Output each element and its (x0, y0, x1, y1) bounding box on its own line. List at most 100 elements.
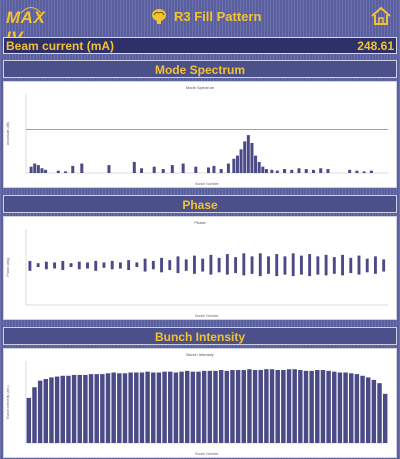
bunch-intensity-bar (213, 370, 218, 443)
bunch-intensity-bar (292, 369, 297, 443)
page-title: R3 Fill Pattern (174, 8, 262, 24)
bunch-intensity-bar (224, 370, 230, 443)
mode-spectrum-bar (235, 155, 239, 173)
mode-spectrum-bar (29, 166, 33, 173)
bunch-intensity-bar (343, 372, 348, 443)
bunch-intensity-bar (32, 387, 37, 443)
phase-bar (225, 254, 229, 275)
mode-spectrum-bar (264, 169, 268, 173)
mode-spectrum-plot[interactable]: Mode Spectrum Bunch Number Amplitude (dB) (3, 81, 397, 188)
mode-spectrum-bar (257, 161, 261, 173)
x-axis-label: Bunch Number (195, 182, 219, 186)
phase-bar (193, 255, 196, 274)
phase-bar (127, 260, 131, 271)
phase-bar (299, 255, 303, 275)
chart-title: Phase (194, 220, 206, 225)
bunch-intensity-bar (184, 370, 190, 443)
brain-icon (152, 9, 166, 24)
mode-spectrum-bar (311, 169, 315, 173)
bunch-intensity-bar (105, 373, 111, 443)
phase-bar (242, 253, 246, 276)
phase-bar (324, 254, 328, 276)
beam-current-label: Beam current (mA) (6, 39, 115, 53)
bunch-intensity-bar (139, 372, 145, 443)
phase-bar (168, 260, 172, 271)
bunch-intensity-bar (286, 369, 292, 443)
bunch-intensity-bar (264, 369, 269, 443)
mode-spectrum-bar (254, 155, 258, 173)
phase-bar (36, 263, 40, 267)
mode-spectrum-bar (232, 158, 236, 173)
bunch-intensity-bar (128, 372, 133, 443)
mode-spectrum-bar (246, 135, 250, 173)
mode-spectrum-bar (107, 165, 111, 173)
home-icon[interactable] (370, 5, 392, 27)
bunch-intensity-bar (201, 370, 207, 443)
bunch-intensity-bar (337, 372, 343, 443)
phase-bar (94, 260, 98, 271)
bunch-intensity-bar (360, 375, 365, 443)
bunch-intensity-bar (275, 370, 280, 443)
mode-spectrum-bar (152, 166, 156, 173)
phase-bar (118, 262, 122, 269)
phase-bar (209, 254, 213, 275)
phase-bar (110, 260, 114, 270)
mode-spectrum-bar (80, 163, 84, 173)
bunch-intensity-plot[interactable]: Bunch Intensity Bunch Number Bunch Intensi… (3, 348, 397, 458)
bunch-intensity-bar (377, 383, 382, 443)
mode-spectrum-bar (326, 169, 330, 173)
phase-bar (77, 261, 81, 270)
logo-arc-icon (20, 7, 42, 14)
phase-bar (61, 260, 65, 271)
phase-bar (44, 261, 48, 270)
y-axis-label: Amplitude (dB) (6, 122, 10, 145)
phase-bar (234, 257, 238, 274)
mode-spectrum-bar (226, 163, 230, 173)
phase-bar (283, 256, 287, 275)
phase-bar (332, 257, 336, 274)
bunch-intensity-bar (60, 375, 65, 443)
bunch-intensity-bar (111, 372, 116, 443)
bunch-intensity-bar (26, 397, 32, 443)
mode-spectrum-bar (304, 169, 308, 173)
mode-spectrum-bar (212, 165, 216, 173)
bunch-intensity-bar (37, 380, 43, 443)
phase-bar (143, 258, 147, 272)
bunch-intensity-bar (207, 370, 213, 443)
phase-bar (382, 259, 386, 272)
bunch-intensity-bar (241, 370, 246, 443)
mode-spectrum-bar (36, 165, 40, 173)
chart-title: Mode Spectrum (186, 85, 215, 90)
mode-spectrum-bar (140, 168, 144, 173)
phase-bar (176, 256, 180, 274)
mode-spectrum-bar (297, 168, 301, 173)
phase-bar (275, 254, 279, 277)
mode-spectrum-bar (33, 163, 37, 173)
phase-panel: Phase Phase Bunch Number Phase (deg) (3, 195, 397, 320)
mode-spectrum-bar (243, 141, 247, 173)
bunch-intensity-bar (332, 371, 337, 443)
mode-spectrum-bar (161, 169, 165, 173)
bunch-intensity-bar (151, 372, 156, 443)
phase-bar (201, 258, 205, 272)
bunch-intensity-bar (281, 370, 286, 443)
mode-spectrum-bar (132, 161, 136, 173)
phase-title: Phase (182, 198, 218, 212)
bunch-intensity-bar (247, 369, 252, 443)
bunch-intensity-bar (94, 374, 99, 443)
phase-plot[interactable]: Phase Bunch Number Phase (deg) (3, 216, 397, 320)
mode-spectrum-title: Mode Spectrum (154, 63, 245, 77)
bunch-intensity-bar (196, 371, 201, 443)
mode-spectrum-header: Mode Spectrum (3, 60, 397, 78)
phase-bar (86, 262, 89, 269)
mode-spectrum-bar (319, 168, 323, 173)
bunch-intensity-bar (117, 373, 122, 443)
bunch-intensity-bar (88, 374, 94, 443)
bunch-intensity-bar (371, 379, 377, 443)
bunch-intensity-bar (49, 377, 54, 443)
bunch-intensity-bar (326, 370, 331, 443)
bunch-intensity-bar (298, 370, 303, 443)
phase-bar (316, 256, 320, 275)
bunch-intensity-bar (162, 371, 167, 443)
phase-bar (135, 262, 139, 267)
